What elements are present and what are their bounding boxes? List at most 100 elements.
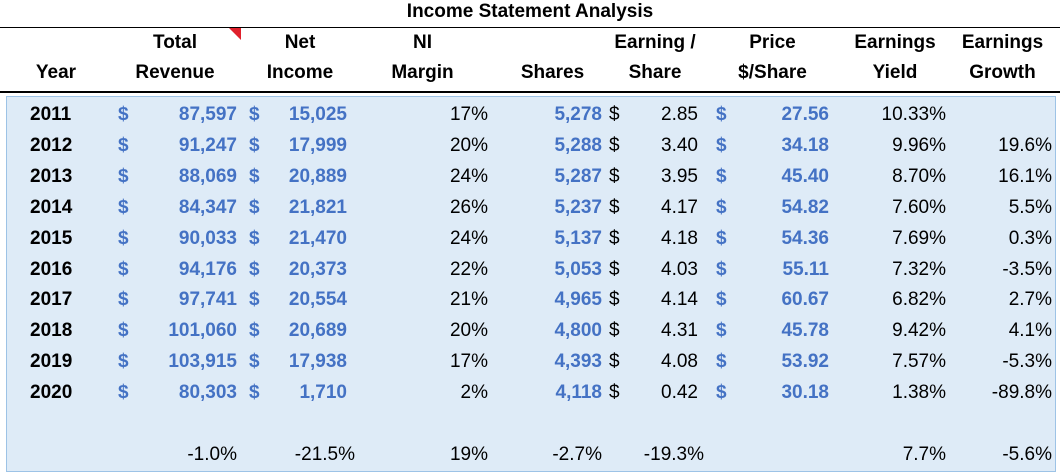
cell-year[interactable]: 2018 xyxy=(30,320,73,342)
cell-earnings-yield[interactable]: 7.57% xyxy=(892,351,946,373)
cell-eps[interactable]: 4.31 xyxy=(661,320,698,342)
cell-shares[interactable]: 4,118 xyxy=(555,382,603,404)
cell-earnings-yield[interactable]: 9.42% xyxy=(892,320,946,342)
cell-ni-margin[interactable]: 22% xyxy=(449,258,488,280)
cell-ni-margin[interactable]: 24% xyxy=(449,165,488,187)
currency-symbol-revenue[interactable]: $ xyxy=(118,196,129,218)
cell-revenue[interactable]: 90,033 xyxy=(178,227,237,249)
cell-ni-margin[interactable]: 17% xyxy=(449,104,488,125)
cell-year[interactable]: 2014 xyxy=(30,196,73,218)
cell-ni-margin[interactable]: 17% xyxy=(449,351,488,373)
cell-earnings-yield[interactable]: 10.33% xyxy=(881,104,946,125)
cell-shares[interactable]: 5,053 xyxy=(554,258,602,280)
cell-eps[interactable]: 4.18 xyxy=(661,227,698,249)
currency-symbol-price[interactable]: $ xyxy=(716,165,727,187)
currency-symbol-net-income[interactable]: $ xyxy=(249,320,260,342)
cell-earnings-growth[interactable]: 19.6% xyxy=(998,134,1052,156)
currency-symbol-price[interactable]: $ xyxy=(716,351,727,373)
cell-price[interactable]: 55.11 xyxy=(782,258,830,280)
currency-symbol-net-income[interactable]: $ xyxy=(249,227,260,249)
cell-net-income[interactable]: 17,999 xyxy=(288,134,347,156)
cell-net-income[interactable]: 21,821 xyxy=(288,196,347,218)
cell-earnings-yield[interactable]: 1.38% xyxy=(892,382,946,404)
cell-net-income[interactable]: 20,554 xyxy=(288,289,347,311)
cell-eps[interactable]: 3.40 xyxy=(661,134,698,156)
cell-earnings-yield[interactable]: 9.96% xyxy=(892,134,946,156)
cell-earnings-yield[interactable]: 7.60% xyxy=(892,196,946,218)
summary-eps-cagr[interactable]: -19.3% xyxy=(643,444,704,465)
currency-symbol-net-income[interactable]: $ xyxy=(249,382,260,404)
currency-symbol-price[interactable]: $ xyxy=(716,227,727,249)
cell-price[interactable]: 45.40 xyxy=(781,165,829,187)
cell-eps[interactable]: 3.95 xyxy=(661,165,698,187)
currency-symbol-price[interactable]: $ xyxy=(716,104,727,125)
currency-symbol-revenue[interactable]: $ xyxy=(118,258,129,280)
cell-eps[interactable]: 4.03 xyxy=(661,258,698,280)
cell-year[interactable]: 2011 xyxy=(30,104,72,125)
cell-earnings-growth[interactable]: -89.8% xyxy=(991,382,1052,404)
currency-symbol-eps[interactable]: $ xyxy=(609,196,620,218)
cell-revenue[interactable]: 80,303 xyxy=(178,382,237,404)
cell-ni-margin[interactable]: 24% xyxy=(449,227,488,249)
cell-eps[interactable]: 2.85 xyxy=(661,104,698,125)
cell-price[interactable]: 27.56 xyxy=(781,104,829,125)
cell-net-income[interactable]: 20,373 xyxy=(288,258,347,280)
currency-symbol-eps[interactable]: $ xyxy=(609,134,620,156)
cell-shares[interactable]: 5,137 xyxy=(554,227,602,249)
cell-shares[interactable]: 5,288 xyxy=(554,134,602,156)
currency-symbol-eps[interactable]: $ xyxy=(609,289,620,311)
currency-symbol-revenue[interactable]: $ xyxy=(118,227,129,249)
cell-year[interactable]: 2019 xyxy=(30,351,73,373)
currency-symbol-net-income[interactable]: $ xyxy=(249,104,260,125)
cell-net-income[interactable]: 17,938 xyxy=(288,351,347,373)
currency-symbol-revenue[interactable]: $ xyxy=(118,351,129,373)
cell-revenue[interactable]: 101,060 xyxy=(168,320,237,342)
cell-eps[interactable]: 4.08 xyxy=(661,351,698,373)
cell-revenue[interactable]: 97,741 xyxy=(178,289,237,311)
cell-earnings-yield[interactable]: 7.69% xyxy=(892,227,946,249)
currency-symbol-net-income[interactable]: $ xyxy=(249,289,260,311)
currency-symbol-revenue[interactable]: $ xyxy=(118,289,129,311)
summary-growth-avg[interactable]: -5.6% xyxy=(1002,444,1052,465)
cell-year[interactable]: 2017 xyxy=(30,289,73,311)
cell-earnings-yield[interactable]: 8.70% xyxy=(892,165,946,187)
currency-symbol-net-income[interactable]: $ xyxy=(249,165,260,187)
summary-shares-cagr[interactable]: -2.7% xyxy=(552,444,602,465)
currency-symbol-net-income[interactable]: $ xyxy=(249,196,260,218)
currency-symbol-eps[interactable]: $ xyxy=(609,320,620,342)
cell-net-income[interactable]: 20,889 xyxy=(288,165,347,187)
currency-symbol-revenue[interactable]: $ xyxy=(118,382,129,404)
currency-symbol-eps[interactable]: $ xyxy=(609,351,620,373)
cell-revenue[interactable]: 87,597 xyxy=(178,104,237,125)
cell-ni-margin[interactable]: 2% xyxy=(460,382,488,404)
currency-symbol-revenue[interactable]: $ xyxy=(118,104,129,125)
cell-net-income[interactable]: 20,689 xyxy=(288,320,347,342)
cell-shares[interactable]: 4,965 xyxy=(554,289,602,311)
currency-symbol-revenue[interactable]: $ xyxy=(118,165,129,187)
summary-ni-margin-avg[interactable]: 19% xyxy=(449,444,488,465)
cell-price[interactable]: 30.18 xyxy=(781,382,829,404)
cell-earnings-growth[interactable]: -3.5% xyxy=(1002,258,1052,280)
cell-year[interactable]: 2013 xyxy=(30,165,73,187)
summary-yield-avg[interactable]: 7.7% xyxy=(902,444,946,465)
cell-year[interactable]: 2020 xyxy=(30,382,73,404)
cell-net-income[interactable]: 15,025 xyxy=(288,104,347,125)
cell-shares[interactable]: 5,237 xyxy=(554,196,602,218)
cell-price[interactable]: 34.18 xyxy=(781,134,829,156)
cell-earnings-growth[interactable] xyxy=(955,101,1052,129)
cell-ni-margin[interactable]: 20% xyxy=(449,320,488,342)
cell-revenue[interactable]: 94,176 xyxy=(178,258,237,280)
currency-symbol-eps[interactable]: $ xyxy=(609,227,620,249)
cell-shares[interactable]: 5,287 xyxy=(554,165,602,187)
cell-price[interactable]: 45.78 xyxy=(781,320,829,342)
cell-price[interactable]: 54.36 xyxy=(781,227,829,249)
summary-revenue-cagr[interactable]: -1.0% xyxy=(187,444,237,465)
comment-indicator-icon[interactable] xyxy=(229,28,241,40)
cell-revenue[interactable]: 88,069 xyxy=(178,165,237,187)
currency-symbol-eps[interactable]: $ xyxy=(609,258,620,280)
cell-shares[interactable]: 4,393 xyxy=(554,351,602,373)
cell-shares[interactable]: 5,278 xyxy=(554,104,602,125)
cell-earnings-growth[interactable]: 5.5% xyxy=(1008,196,1052,218)
currency-symbol-revenue[interactable]: $ xyxy=(118,134,129,156)
cell-revenue[interactable]: 91,247 xyxy=(178,134,237,156)
